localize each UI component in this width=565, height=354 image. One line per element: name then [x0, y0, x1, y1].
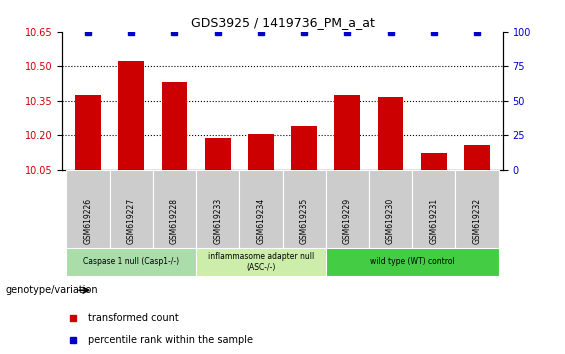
Bar: [205, 138, 231, 170]
Text: GSM619231: GSM619231: [429, 198, 438, 244]
Bar: [67, 170, 110, 248]
Bar: [240, 170, 282, 248]
Bar: [110, 170, 153, 248]
Text: percentile rank within the sample: percentile rank within the sample: [88, 335, 253, 345]
Bar: [118, 61, 144, 170]
Text: GSM619229: GSM619229: [343, 198, 352, 244]
Text: GSM619227: GSM619227: [127, 198, 136, 244]
Bar: [377, 97, 403, 170]
Bar: [455, 170, 498, 248]
Text: transformed count: transformed count: [88, 313, 179, 323]
Text: inflammasome adapter null
(ASC-/-): inflammasome adapter null (ASC-/-): [208, 252, 314, 272]
Text: GSM619235: GSM619235: [299, 198, 308, 244]
Bar: [325, 248, 498, 276]
Bar: [196, 170, 240, 248]
Text: GSM619228: GSM619228: [170, 198, 179, 244]
Text: wild type (WT) control: wild type (WT) control: [370, 257, 454, 267]
Bar: [248, 134, 274, 170]
Bar: [464, 145, 490, 170]
Bar: [75, 95, 101, 170]
Bar: [291, 126, 317, 170]
Bar: [196, 248, 325, 276]
Text: GSM619234: GSM619234: [257, 198, 266, 244]
Bar: [162, 82, 188, 170]
Text: genotype/variation: genotype/variation: [6, 285, 98, 295]
Bar: [153, 170, 196, 248]
Text: Caspase 1 null (Casp1-/-): Caspase 1 null (Casp1-/-): [83, 257, 179, 267]
Bar: [67, 248, 196, 276]
Bar: [369, 170, 412, 248]
Text: GSM619230: GSM619230: [386, 198, 395, 244]
Title: GDS3925 / 1419736_PM_a_at: GDS3925 / 1419736_PM_a_at: [190, 16, 375, 29]
Text: GSM619226: GSM619226: [84, 198, 93, 244]
Bar: [421, 153, 447, 170]
Bar: [282, 170, 325, 248]
Text: GSM619233: GSM619233: [213, 198, 222, 244]
Bar: [334, 95, 360, 170]
Bar: [325, 170, 369, 248]
Bar: [412, 170, 455, 248]
Text: GSM619232: GSM619232: [472, 198, 481, 244]
